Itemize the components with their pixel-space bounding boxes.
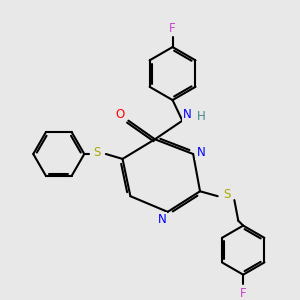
Text: H: H: [196, 110, 206, 123]
Text: S: S: [93, 146, 101, 158]
Text: N: N: [183, 108, 192, 121]
Text: F: F: [169, 22, 176, 35]
Text: S: S: [223, 188, 230, 201]
Text: N: N: [158, 213, 166, 226]
Text: F: F: [240, 287, 247, 300]
Text: N: N: [196, 146, 206, 158]
Text: O: O: [115, 108, 124, 121]
